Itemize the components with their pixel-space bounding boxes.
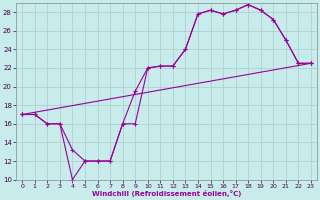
X-axis label: Windchill (Refroidissement éolien,°C): Windchill (Refroidissement éolien,°C) — [92, 190, 241, 197]
